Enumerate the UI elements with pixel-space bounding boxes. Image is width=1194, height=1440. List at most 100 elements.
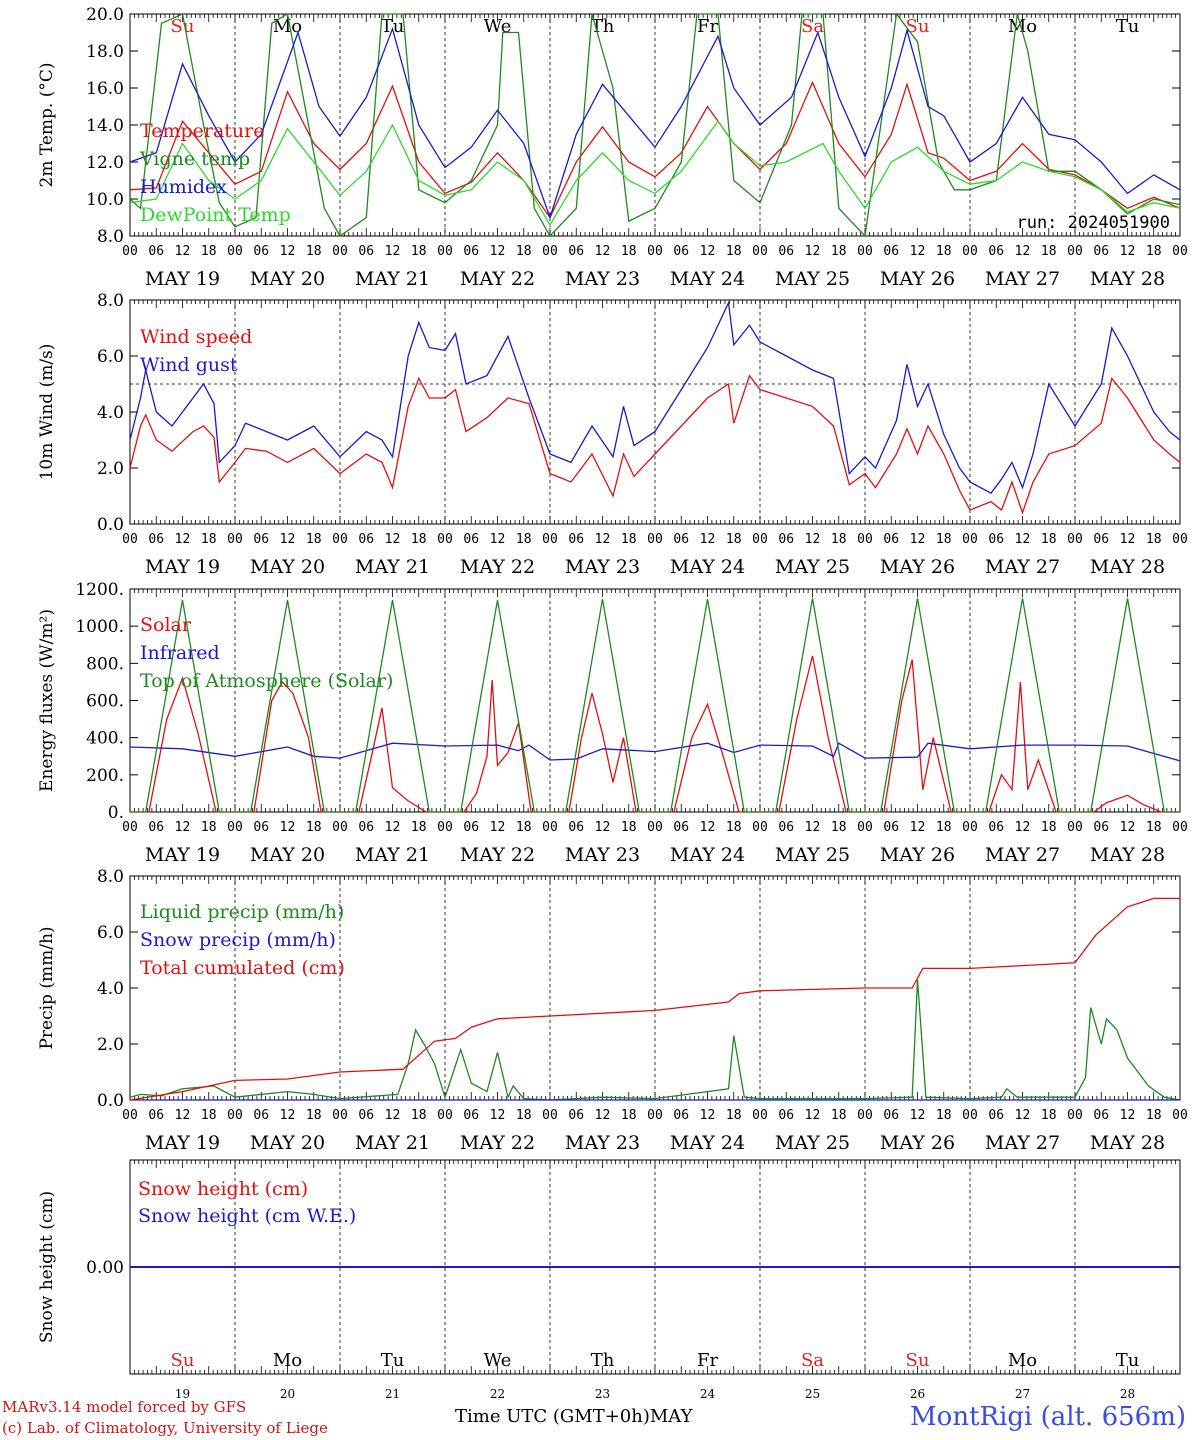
- hour-tick-label: 06: [883, 244, 899, 259]
- legend-entry: Wind gust: [140, 354, 238, 376]
- hour-tick-label: 00: [962, 1108, 978, 1123]
- hour-tick-label: 18: [1146, 1108, 1162, 1123]
- hour-tick-label: 12: [175, 1108, 191, 1123]
- hour-tick-label: 12: [595, 532, 611, 547]
- date-label: MAY 21: [355, 268, 430, 290]
- x-axis-title: Time UTC (GMT+0h)MAY: [455, 1406, 692, 1427]
- hour-tick-label: 00: [227, 820, 243, 835]
- hour-tick-label: 12: [700, 532, 716, 547]
- hour-tick-label: 06: [358, 532, 374, 547]
- y-tick-label: 4.0: [97, 403, 124, 423]
- hour-tick-label: 18: [306, 820, 322, 835]
- legend-entry: Snow height (cm): [138, 1178, 308, 1200]
- series-line-liquid-precip-mm-h-: [129, 979, 1181, 1101]
- hour-tick-label: 00: [857, 532, 873, 547]
- hour-tick-label: 18: [201, 820, 217, 835]
- hour-tick-label: 00: [752, 244, 768, 259]
- date-label: MAY 26: [880, 556, 955, 578]
- series-line-humidex: [129, 26, 1181, 220]
- date-label: MAY 26: [880, 1132, 955, 1154]
- date-label: MAY 25: [775, 268, 850, 290]
- plot-frame-3: [129, 588, 1181, 813]
- hour-tick-label: 12: [385, 532, 401, 547]
- run-label: run: 2024051900: [1016, 213, 1170, 233]
- hour-tick-label: 12: [595, 244, 611, 259]
- date-label: MAY 22: [460, 1132, 535, 1154]
- hour-tick-label: 12: [805, 244, 821, 259]
- day-number-label: 26: [910, 1387, 925, 1401]
- hour-tick-label: 00: [1067, 244, 1083, 259]
- day-number-label: 19: [175, 1387, 190, 1401]
- y-axis-title: Precip (mm/h): [37, 926, 57, 1049]
- series-line-dewpoint-temp: [129, 120, 1181, 227]
- hour-tick-label: 18: [1041, 244, 1057, 259]
- hour-tick-label: 00: [1172, 820, 1188, 835]
- hour-tick-label: 06: [673, 1108, 689, 1123]
- hour-tick-label: 12: [175, 244, 191, 259]
- date-label: MAY 25: [775, 556, 850, 578]
- hour-tick-label: 06: [253, 244, 269, 259]
- hour-tick-label: 18: [1041, 1108, 1057, 1123]
- series-line-solar: [130, 655, 1180, 813]
- hour-tick-label: 00: [857, 244, 873, 259]
- hour-tick-label: 18: [621, 532, 637, 547]
- hour-tick-label: 06: [463, 244, 479, 259]
- y-tick-label: 0.0: [97, 515, 124, 535]
- day-number-label: 21: [385, 1387, 400, 1401]
- hour-tick-label: 12: [175, 532, 191, 547]
- date-label: MAY 19: [145, 556, 220, 578]
- credit-line-lab: (c) Lab. of Climatology, University of L…: [2, 1419, 328, 1437]
- hour-tick-label: 06: [778, 532, 794, 547]
- station-label: MontRigi (alt. 656m): [910, 1402, 1186, 1432]
- hour-tick-label: 06: [358, 244, 374, 259]
- date-label: MAY 21: [355, 1132, 430, 1154]
- x-axis-month: MAY: [649, 1406, 693, 1427]
- series-line-wind-gust: [129, 300, 1181, 495]
- x-axis-title-text: Time UTC (GMT+0h): [455, 1406, 650, 1427]
- day-number-label: 27: [1015, 1387, 1030, 1401]
- hour-tick-label: 12: [1015, 1108, 1031, 1123]
- day-number-label: 25: [805, 1387, 820, 1401]
- y-tick-label: 2.0: [97, 1035, 124, 1055]
- hour-tick-label: 00: [962, 820, 978, 835]
- hour-tick-label: 12: [700, 244, 716, 259]
- hour-tick-label: 06: [883, 820, 899, 835]
- hour-tick-label: 00: [752, 532, 768, 547]
- date-label: MAY 26: [880, 844, 955, 866]
- hour-tick-label: 06: [358, 820, 374, 835]
- hour-tick-label: 12: [805, 532, 821, 547]
- y-axis-title: 10m Wind (m/s): [37, 344, 57, 481]
- hour-tick-label: 18: [936, 244, 952, 259]
- hour-tick-label: 18: [831, 244, 847, 259]
- date-label: MAY 24: [670, 844, 745, 866]
- hour-tick-label: 18: [516, 1108, 532, 1123]
- hour-tick-label: 00: [752, 1108, 768, 1123]
- hour-tick-label: 12: [805, 1108, 821, 1123]
- hour-tick-label: 00: [332, 244, 348, 259]
- hour-tick-label: 12: [910, 244, 926, 259]
- hour-tick-label: 12: [385, 244, 401, 259]
- hour-tick-label: 18: [726, 244, 742, 259]
- weekday-label: We: [484, 16, 512, 37]
- hour-tick-label: 00: [227, 532, 243, 547]
- hour-tick-label: 18: [726, 820, 742, 835]
- date-label: MAY 22: [460, 268, 535, 290]
- hour-tick-label: 12: [910, 532, 926, 547]
- date-label: MAY 28: [1090, 1132, 1165, 1154]
- hour-tick-label: 18: [831, 820, 847, 835]
- day-number-label: 24: [700, 1387, 716, 1401]
- weekday-label: Th: [591, 1350, 615, 1371]
- hour-tick-label: 18: [201, 532, 217, 547]
- hour-tick-label: 00: [122, 532, 138, 547]
- hour-tick-label: 12: [700, 1108, 716, 1123]
- y-tick-label: 12.0: [86, 153, 124, 173]
- hour-tick-label: 00: [1172, 532, 1188, 547]
- hour-tick-label: 00: [122, 820, 138, 835]
- hour-tick-label: 06: [148, 532, 164, 547]
- hour-tick-label: 06: [568, 244, 584, 259]
- hour-tick-label: 12: [280, 244, 296, 259]
- hour-tick-label: 06: [883, 1108, 899, 1123]
- hour-tick-label: 12: [280, 1108, 296, 1123]
- y-axis-title: Energy fluxes (W/m²): [37, 609, 57, 792]
- hour-tick-label: 00: [1172, 1108, 1188, 1123]
